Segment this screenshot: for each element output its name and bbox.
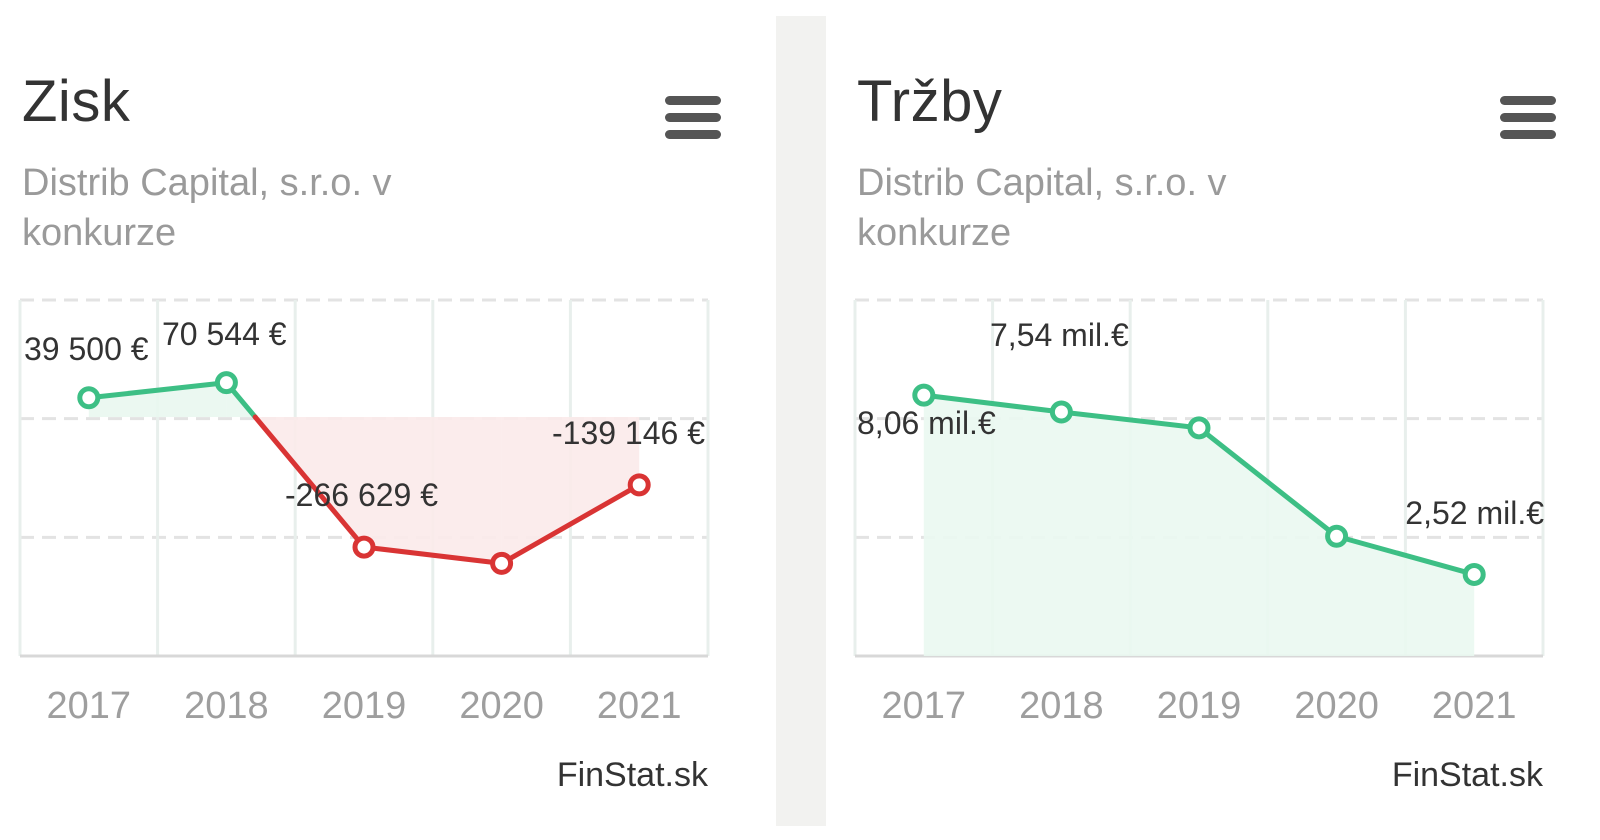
chart-subtitle: Distrib Capital, s.r.o. v konkurze [857,162,1227,254]
area-fill [923,395,1475,656]
data-point [352,535,376,559]
x-tick-label: 2021 [597,685,682,727]
data-label: 7,54 mil.€ [990,317,1129,353]
x-tick-label: 2019 [1157,685,1242,727]
x-tick-label: 2018 [184,685,269,727]
series-line [86,380,229,401]
data-point [77,386,101,410]
data-label: 8,06 mil.€ [857,405,996,441]
series-line [499,482,642,566]
profit-chart: 39 500 € 70 544 € -266 629 € -139 146 € 2017… [18,298,710,727]
chart-credit[interactable]: FinStat.sk [556,756,708,794]
data-label: 39 500 € [24,331,149,367]
data-label: 70 544 € [162,316,287,352]
area-fill [88,382,227,418]
data-point [1462,562,1486,586]
data-point [912,383,936,407]
x-tick-label: 2017 [47,685,132,727]
x-tick-label: 2019 [322,685,407,727]
area-fill [501,417,640,564]
data-label: -266 629 € [285,477,438,513]
series-line [361,544,505,566]
x-tick-label: 2020 [459,685,544,727]
data-label: 2,52 mil.€ [1405,495,1544,531]
data-point [490,551,514,575]
data-label: -139 146 € [552,415,705,451]
panel-divider [776,16,826,826]
revenue-chart-panel: Tržby Distrib Capital, s.r.o. v konkurze… [835,0,1595,840]
x-tick-label: 2018 [1019,685,1104,727]
hamburger-menu-icon[interactable] [1500,96,1556,140]
data-point [1325,524,1349,548]
data-point [214,371,238,395]
data-point [1187,416,1211,440]
chart-subtitle: Distrib Capital, s.r.o. v konkurze [22,162,392,254]
chart-title: Zisk [22,69,131,134]
profit-chart-panel: Zisk Distrib Capital, s.r.o. v konkurze … [0,0,760,840]
hamburger-menu-icon[interactable] [665,96,721,140]
series-line [252,414,367,550]
chart-title: Tržby [857,69,1003,134]
data-point [627,473,651,497]
area-fill [364,417,502,564]
x-tick-label: 2021 [1432,685,1517,727]
chart-credit[interactable]: FinStat.sk [1391,756,1543,794]
data-point [1049,400,1073,424]
x-tick-label: 2020 [1294,685,1379,727]
x-tick-label: 2017 [882,685,967,727]
revenue-chart: 8,06 mil.€ 7,54 mil.€ 2,52 mil.€ 2017 2018 20… [853,298,1545,727]
